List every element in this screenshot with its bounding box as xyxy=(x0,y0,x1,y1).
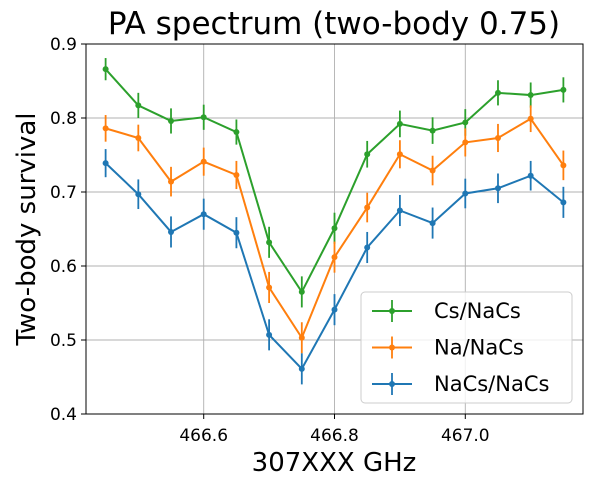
y-tick-label: 0.6 xyxy=(50,257,77,277)
data-point xyxy=(200,211,207,218)
data-point xyxy=(364,244,371,251)
series-na-nacs xyxy=(102,105,567,354)
data-point xyxy=(102,160,109,167)
data-point xyxy=(135,191,142,198)
data-point xyxy=(298,334,305,341)
data-point xyxy=(298,288,305,295)
data-point xyxy=(331,306,338,313)
data-point xyxy=(396,207,403,214)
data-point xyxy=(429,220,436,227)
data-point xyxy=(560,162,567,169)
data-point xyxy=(233,171,240,178)
data-point xyxy=(527,92,534,99)
data-point xyxy=(331,254,338,261)
data-point xyxy=(233,229,240,236)
legend: Cs/NaCs Na/NaCs NaCs/NaCs xyxy=(360,291,573,404)
data-point xyxy=(462,139,469,146)
data-point xyxy=(266,284,273,291)
data-point xyxy=(494,185,501,192)
data-point xyxy=(135,134,142,141)
y-tick-label: 0.5 xyxy=(50,331,77,351)
y-tick-label: 0.4 xyxy=(50,405,77,425)
data-point xyxy=(429,167,436,174)
axis-ticks: 466.6 466.8 467.0 0.4 0.5 0.6 0.7 0.8 0.9 xyxy=(50,35,490,446)
data-point xyxy=(527,115,534,122)
data-point xyxy=(298,365,305,372)
data-point xyxy=(364,151,371,158)
data-point xyxy=(168,228,175,235)
data-point xyxy=(233,129,240,136)
data-point xyxy=(462,119,469,126)
data-point xyxy=(135,102,142,109)
x-axis-label: 307XXX GHz xyxy=(252,448,417,478)
y-tick-label: 0.7 xyxy=(50,183,77,203)
data-point xyxy=(168,178,175,185)
data-point xyxy=(266,331,273,338)
data-point xyxy=(102,125,109,132)
legend-label: NaCs/NaCs xyxy=(434,372,549,396)
data-point xyxy=(396,151,403,158)
legend-marker xyxy=(389,381,395,387)
data-point xyxy=(560,86,567,93)
data-point xyxy=(462,190,469,197)
legend-label: Na/NaCs xyxy=(434,336,524,360)
legend-label: Cs/NaCs xyxy=(434,299,521,323)
data-point xyxy=(396,120,403,127)
y-tick-label: 0.9 xyxy=(50,35,77,55)
chart-title: PA spectrum (two-body 0.75) xyxy=(108,6,560,42)
y-tick-label: 0.8 xyxy=(50,109,77,129)
x-tick-label: 466.8 xyxy=(310,426,359,446)
series-cs-nacs xyxy=(102,58,567,308)
data-point xyxy=(527,172,534,179)
plot-area xyxy=(102,58,567,385)
data-point xyxy=(168,117,175,124)
data-point xyxy=(429,127,436,134)
data-point xyxy=(266,239,273,246)
data-point xyxy=(200,158,207,165)
data-point xyxy=(200,114,207,121)
data-point xyxy=(560,199,567,206)
legend-marker xyxy=(389,344,395,351)
x-tick-label: 467.0 xyxy=(441,426,490,446)
series-nacs-nacs xyxy=(102,149,567,385)
data-point xyxy=(102,66,109,73)
data-point xyxy=(494,89,501,96)
x-tick-label: 466.6 xyxy=(179,426,228,446)
y-axis-label: Two-body survival xyxy=(12,112,42,346)
legend-frame xyxy=(360,291,573,404)
data-point xyxy=(364,204,371,211)
legend-marker xyxy=(389,308,395,314)
data-point xyxy=(494,134,501,141)
data-point xyxy=(331,225,338,232)
